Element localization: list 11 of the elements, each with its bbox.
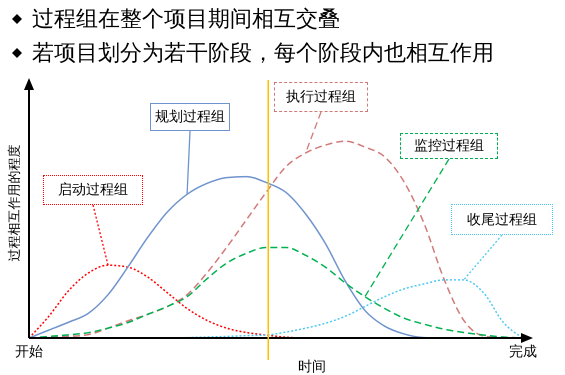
y-axis-title: 过程相互作用的程度 — [6, 144, 22, 262]
chart-subtitle: 若项目划分为若干阶段，每个阶段内也相互作用 — [32, 39, 494, 67]
chart-title: 过程组在整个项目期间相互交叠 — [32, 5, 340, 33]
callout-box: 启动过程组 — [43, 175, 143, 205]
callout-box: 监控过程组 — [400, 133, 498, 159]
callout-box: 收尾过程组 — [451, 204, 553, 235]
callout-box: 执行过程组 — [274, 82, 368, 112]
x-tick-label: 完成 — [509, 342, 537, 359]
x-axis-title: 时间 — [298, 358, 326, 374]
callout-box: 规划过程组 — [150, 103, 230, 131]
x-tick-label: 开始 — [15, 342, 43, 359]
